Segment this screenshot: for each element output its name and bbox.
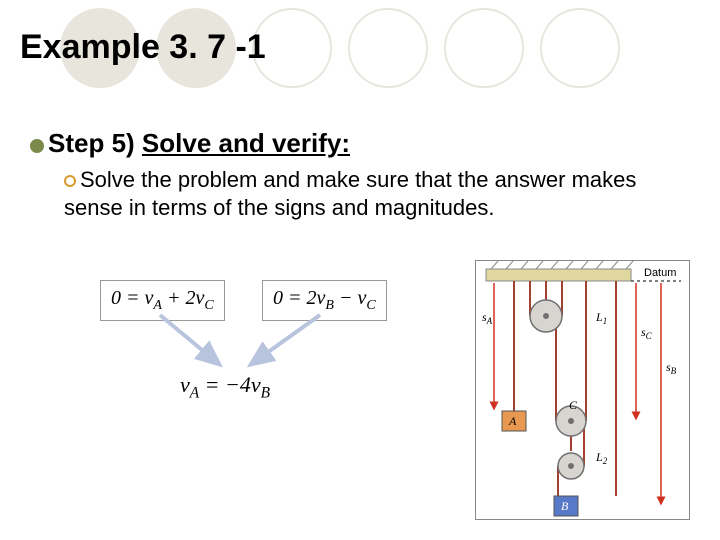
eq2-mid: − [334,287,358,309]
bullet-main-icon [30,139,44,153]
bullet-sub-icon [64,175,76,187]
svg-text:sA: sA [482,310,493,326]
svg-text:L1: L1 [595,310,607,326]
eq3-sub1: A [190,384,199,401]
eq1-v2: v [195,287,204,309]
eq3-sub2: B [261,384,270,401]
equation-result: vA = −4vB [180,372,270,402]
step-label: Step 5) [48,128,142,158]
datum-label: Datum [644,267,676,279]
eq3-v2: v [251,372,261,397]
page-title: Example 3. 7 -1 [20,28,266,67]
circle-5 [444,8,524,88]
circle-4 [348,8,428,88]
body-paragraph: Solve the problem and make sure that the… [64,166,664,221]
eq1-mid: + 2 [162,287,196,309]
circle-6 [540,8,620,88]
svg-text:L2: L2 [595,450,608,466]
eq2-v2: v [357,287,366,309]
eq3-v1: v [180,372,190,397]
body-text-content: Solve the problem and make sure that the… [64,167,636,220]
eq3-mid: = −4 [199,372,251,397]
label-C: C [569,398,578,412]
label-B: B [561,499,569,513]
eq2-lhs: 0 = 2 [273,287,317,309]
svg-text:sC: sC [641,325,653,341]
converging-arrows-icon [120,310,400,380]
step-action: Solve and verify: [142,128,350,158]
pulley-diagram: Datum C A B L1 L2 [475,260,690,520]
pulley-svg: Datum C A B L1 L2 [476,261,691,521]
label-A: A [508,414,517,428]
eq1-lhs: 0 = [111,287,145,309]
svg-text:sB: sB [666,360,677,376]
step-heading: Step 5) Solve and verify: [30,128,350,159]
